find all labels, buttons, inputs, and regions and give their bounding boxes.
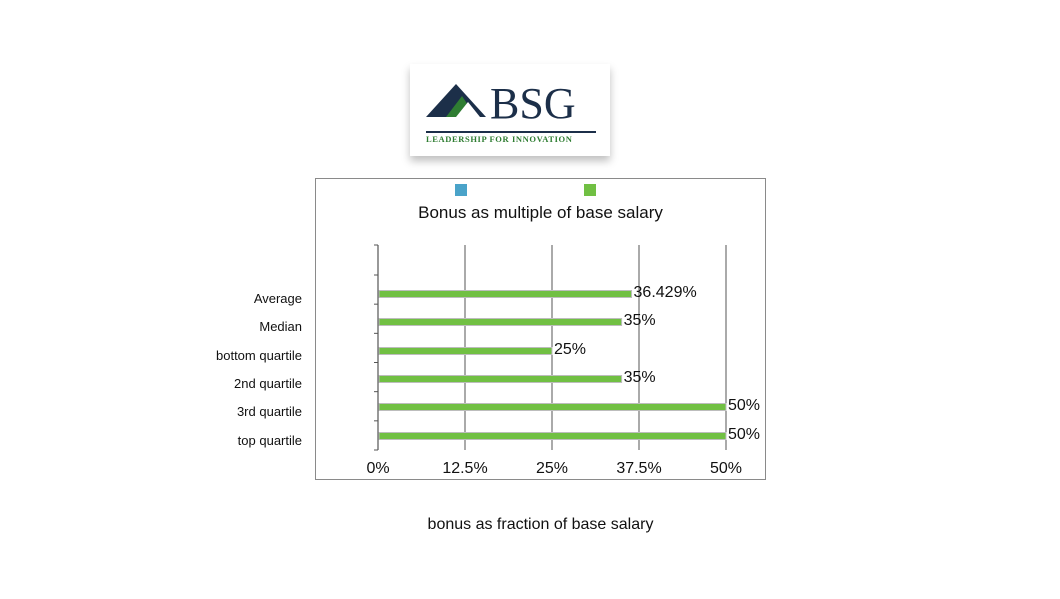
category-label: 2nd quartile: [234, 376, 302, 391]
bar-data-label: 50%: [728, 397, 761, 414]
logo-divider: [426, 131, 596, 133]
category-label: Average: [253, 291, 302, 306]
bar: [378, 318, 623, 326]
x-tick-label: 25%: [535, 460, 569, 477]
bar-data-label: 35%: [623, 369, 656, 386]
x-tick-label: 12.5%: [442, 460, 488, 477]
bar: [378, 347, 553, 355]
category-label: 3rd quartile: [236, 404, 302, 419]
category-label: bottom quartile: [216, 348, 302, 363]
legend-swatch-2: [584, 184, 596, 196]
x-axis-title: bonus as fraction of base salary: [427, 516, 654, 533]
bar-data-label: 35%: [623, 312, 656, 329]
bar-data-label: 25%: [554, 341, 587, 358]
bar: [378, 432, 727, 440]
bar: [378, 403, 727, 411]
logo-tagline: LEADERSHIP FOR INNOVATION: [426, 134, 573, 144]
category-label: Median: [259, 319, 302, 334]
chart-title: Bonus as multiple of base salary: [418, 203, 663, 222]
x-tick-label: 0%: [366, 460, 390, 477]
bsg-logo: BSG LEADERSHIP FOR INNOVATION: [410, 64, 610, 156]
mountain-icon: [426, 84, 486, 117]
bar-data-label: 36.429%: [633, 284, 697, 301]
bar: [378, 375, 623, 383]
chart-frame: [315, 178, 766, 480]
category-label: top quartile: [237, 433, 302, 448]
x-tick-label: 50%: [709, 460, 743, 477]
legend-swatch-1: [455, 184, 467, 196]
bar-data-label: 50%: [728, 426, 761, 443]
logo-wordmark: BSG: [490, 79, 576, 128]
x-tick-label: 37.5%: [616, 460, 662, 477]
bar: [378, 290, 633, 298]
